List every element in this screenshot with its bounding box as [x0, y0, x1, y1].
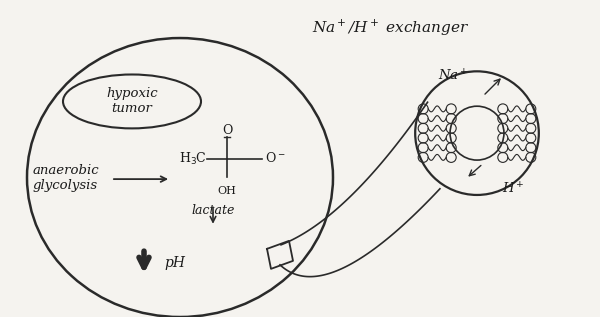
Text: H$^+$: H$^+$: [502, 181, 524, 196]
Text: O: O: [222, 124, 232, 137]
Text: pH: pH: [164, 256, 185, 270]
Text: OH: OH: [218, 185, 236, 196]
Text: lactate: lactate: [191, 204, 235, 217]
Text: hypoxic
tumor: hypoxic tumor: [106, 87, 158, 115]
Text: Na$^+$/H$^+$ exchanger: Na$^+$/H$^+$ exchanger: [312, 17, 469, 38]
Text: O$^-$: O$^-$: [265, 152, 286, 165]
Text: H$_3$C: H$_3$C: [179, 151, 207, 166]
Text: Na$^+$: Na$^+$: [438, 68, 468, 84]
Text: anaerobic
glycolysis: anaerobic glycolysis: [33, 164, 100, 191]
